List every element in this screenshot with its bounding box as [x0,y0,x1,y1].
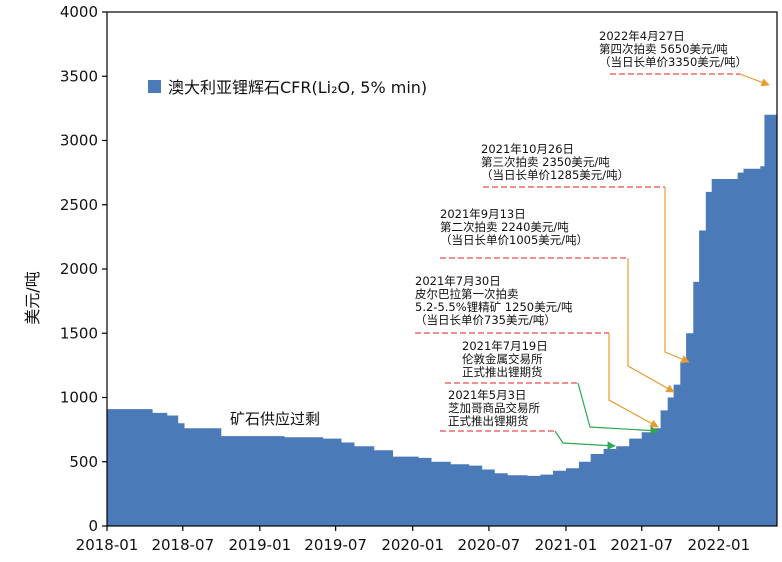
series-area [107,57,777,526]
y-axis-label: 美元/吨 [23,271,42,324]
callout-line: 第二次拍卖 2240美元/吨 [440,220,569,234]
callout-line: 正式推出锂期货 [462,365,543,379]
callout-line: 2021年10月26日 [481,142,574,156]
x-tick-label: 2020-07 [458,536,521,554]
x-tick-label: 2022-01 [687,536,750,554]
y-tick-label: 1000 [60,389,98,407]
y-tick-label: 1500 [60,324,98,342]
callout-line: 5.2-5.5%锂精矿 1250美元/吨 [415,300,573,314]
callout-arrow [608,333,659,428]
x-tick-label: 2018-01 [76,536,139,554]
callout-line: 第三次拍卖 2350美元/吨 [481,155,610,169]
y-tick-label: 3000 [60,132,98,150]
callout-line: 皮尔巴拉第一次拍卖 [415,287,519,301]
callout-line: 第四次拍卖 5650美元/吨 [599,42,728,56]
x-tick-label: 2018-07 [151,536,214,554]
callout-line: （当日长单价735美元/吨） [415,313,556,327]
callout-arrow [739,73,770,87]
legend-entry: 澳大利亚锂辉石CFR(Li₂O, 5% min) [168,78,427,97]
legend-swatch [148,80,161,93]
annotation-oversupply: 矿石供应过剩 [230,410,320,428]
y-tick-label: 0 [88,517,98,535]
callout-arrow [664,187,690,363]
x-tick-label: 2019-07 [304,536,367,554]
y-tick-label: 500 [69,453,98,471]
callout-arrow [627,258,675,393]
callout-line: （当日长单价1285美元/吨） [481,168,629,182]
x-axis: 2018-01 2018-07 2019-01 2019-07 2020-01 2020-… [76,526,750,554]
callout-line: 正式推出锂期货 [448,414,529,428]
y-axis: 0 500 1000 1500 2000 2500 3000 3500 4000 [60,3,107,535]
plot-frame [106,11,778,527]
x-tick-label: 2021-07 [610,536,673,554]
callout-line: 2021年9月13日 [440,207,526,221]
callout-line: （当日长单价1005美元/吨） [440,233,588,247]
legend: 澳大利亚锂辉石CFR(Li₂O, 5% min) [148,78,427,97]
y-tick-label: 3500 [60,67,98,85]
callout-line: 2022年4月27日 [599,29,685,43]
callout-line: 2021年7月19日 [462,339,548,353]
callout-line: 2021年7月30日 [415,274,501,288]
callout-line: 芝加哥商品交易所 [448,401,540,415]
callout-arrow [554,430,616,450]
x-tick-label: 2020-01 [381,536,444,554]
y-tick-label: 4000 [60,3,98,21]
callout-line: 伦敦金属交易所 [462,352,543,366]
callout-arrow [577,382,659,435]
x-tick-label: 2021-01 [535,536,598,554]
y-tick-label: 2500 [60,196,98,214]
callout-line: （当日长单价3350美元/吨） [599,55,747,69]
callout-line: 2021年5月3日 [448,388,526,402]
y-tick-label: 2000 [60,260,98,278]
x-tick-label: 2019-01 [229,536,292,554]
